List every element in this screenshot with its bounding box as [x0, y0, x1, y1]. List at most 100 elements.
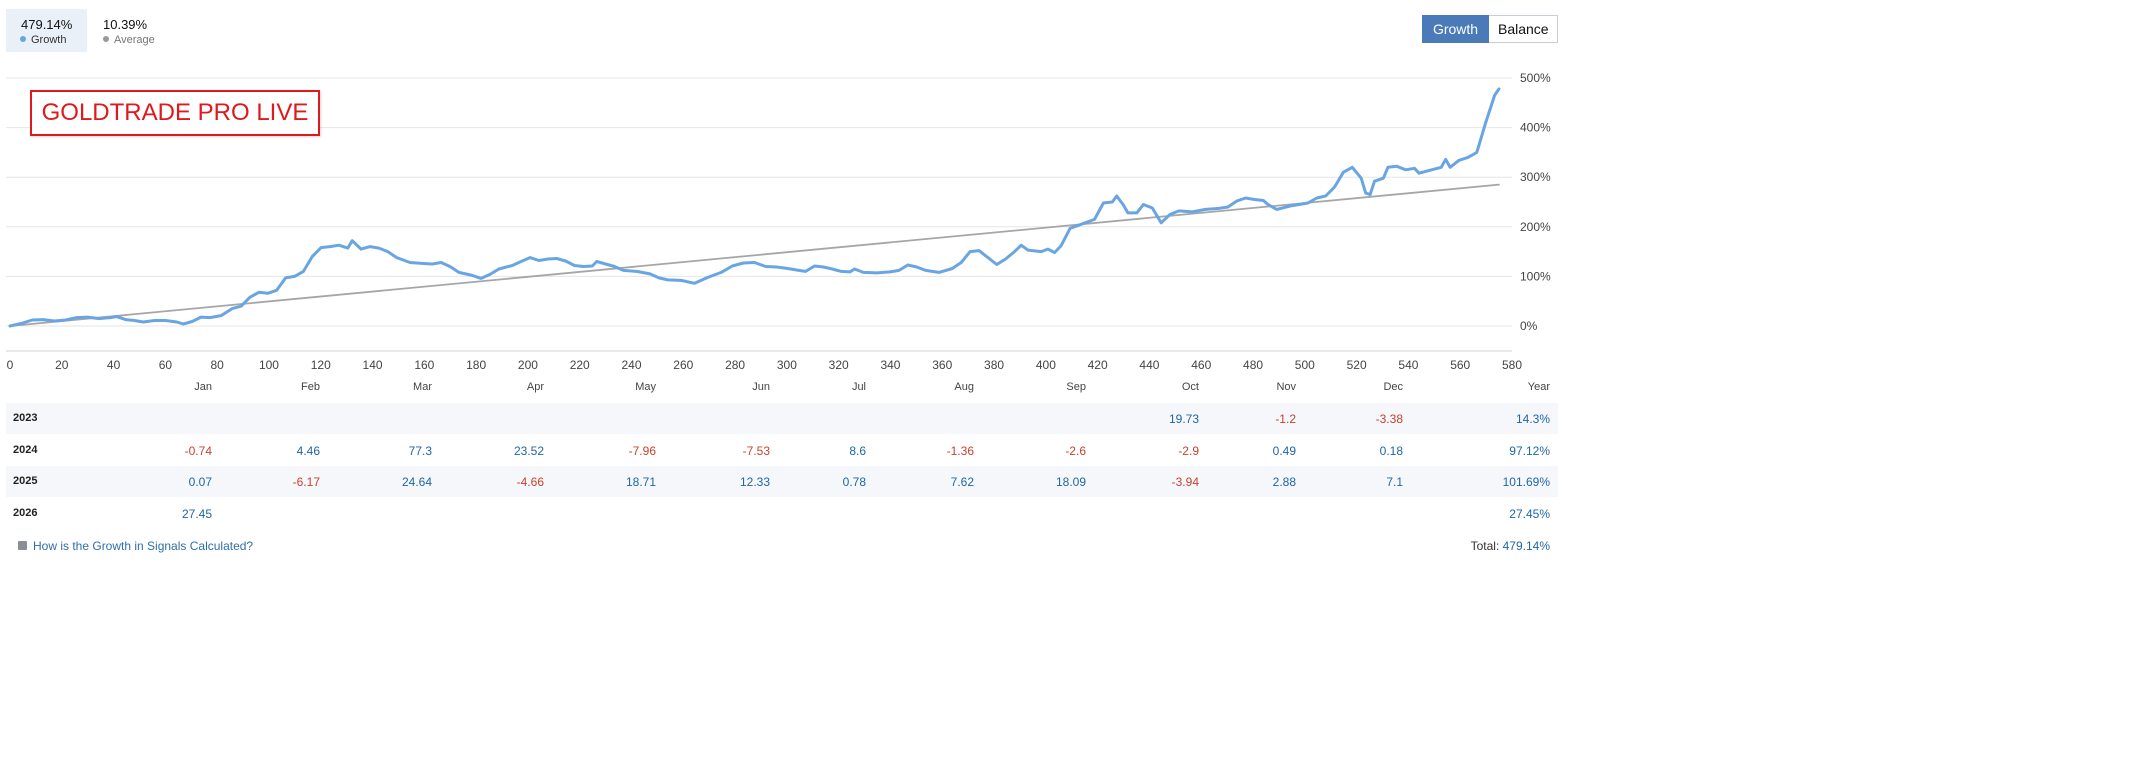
- x-tick-label: 480: [1243, 358, 1263, 372]
- table-cell: 7.1: [1386, 475, 1403, 489]
- table-cell: 27.45%: [1509, 507, 1550, 521]
- table-cell: -0.74: [184, 444, 212, 458]
- table-cell: -7.96: [628, 444, 656, 458]
- table-cell: -4.66: [516, 475, 544, 489]
- table-cell: -6.17: [292, 475, 320, 489]
- table-cell: -3.94: [1171, 475, 1199, 489]
- x-axis: 0 20 40 60 80 100 120 140 160 180 200 220 240 260 280 3…: [7, 358, 1523, 372]
- month-header: Mar: [413, 381, 432, 393]
- growth-dot-icon: [20, 36, 26, 42]
- table-cell: 2.88: [1272, 475, 1296, 489]
- month-header: Nov: [1276, 381, 1296, 393]
- growth-chart: 0% 100% 200% 300% 400% 500% 0 20 40 60 80 100 120 14…: [6, 71, 1551, 372]
- table-row: 2023 19.73 -1.2 -3.38 14.3%: [6, 403, 1558, 434]
- x-tick-label: 220: [570, 358, 590, 372]
- average-series-line: [9, 183, 1500, 327]
- y-tick-label: 0%: [1520, 319, 1538, 333]
- y-axis: 0% 100% 200% 300% 400% 500%: [1520, 71, 1551, 333]
- x-tick-label: 200: [518, 358, 538, 372]
- legend-growth-value: 479.14%: [21, 17, 73, 32]
- x-tick-label: 520: [1347, 358, 1367, 372]
- growth-help-link[interactable]: How is the Growth in Signals Calculated?: [18, 539, 253, 553]
- x-tick-label: 560: [1450, 358, 1470, 372]
- month-header: Jun: [752, 381, 770, 393]
- x-tick-label: 380: [984, 358, 1004, 372]
- month-header: Apr: [526, 381, 544, 393]
- table-cell: 23.52: [513, 444, 544, 458]
- growth-button[interactable]: Growth: [1422, 15, 1489, 43]
- row-year: 2023: [13, 412, 38, 424]
- table-row: 2025 0.07 -6.17 24.64 -4.66 18.71 12.33 0.78 7.6…: [6, 466, 1558, 497]
- table-cell: -3.38: [1375, 412, 1403, 426]
- table-cell: 97.12%: [1509, 444, 1550, 458]
- table-cell: 77.3: [408, 444, 432, 458]
- table-cell: 14.3%: [1515, 412, 1550, 426]
- month-header: Jul: [851, 381, 866, 393]
- month-header: Year: [1527, 381, 1550, 393]
- table-cell: 101.69%: [1502, 475, 1550, 489]
- total-summary: Total: 479.14%: [1471, 539, 1550, 553]
- month-header: Jan: [194, 381, 212, 393]
- month-header: Aug: [954, 381, 974, 393]
- table-cell: 0.18: [1379, 444, 1403, 458]
- table-cell: 0.78: [842, 475, 866, 489]
- chart-lines: [8, 87, 1501, 328]
- x-tick-label: 80: [210, 358, 224, 372]
- table-cell: -7.53: [742, 444, 770, 458]
- signal-name-box: GOLDTRADE PRO LIVE: [30, 90, 320, 136]
- x-tick-label: 60: [159, 358, 173, 372]
- legend-average[interactable]: 10.39% Average: [91, 9, 171, 52]
- x-tick-label: 100: [259, 358, 279, 372]
- month-header: Dec: [1383, 381, 1403, 393]
- month-header: Oct: [1181, 381, 1199, 393]
- table-cell: 19.73: [1168, 412, 1199, 426]
- row-year: 2024: [13, 444, 38, 456]
- table-cell: -2.9: [1178, 444, 1199, 458]
- x-tick-label: 260: [673, 358, 693, 372]
- total-value: 479.14%: [1502, 539, 1550, 553]
- month-header: Sep: [1066, 381, 1086, 393]
- x-tick-label: 580: [1502, 358, 1522, 372]
- legend-average-value: 10.39%: [103, 17, 148, 32]
- x-tick-label: 140: [363, 358, 383, 372]
- x-tick-label: 500: [1295, 358, 1315, 372]
- row-year: 2025: [13, 475, 38, 487]
- table-cell: 12.33: [739, 475, 770, 489]
- x-tick-label: 400: [1036, 358, 1056, 372]
- table-cell: 0.07: [188, 475, 212, 489]
- help-link-text[interactable]: How is the Growth in Signals Calculated?: [33, 539, 254, 553]
- y-tick-label: 100%: [1520, 269, 1551, 283]
- balance-button[interactable]: Balance: [1489, 15, 1558, 43]
- x-tick-label: 0: [7, 358, 14, 372]
- table-cell: -1.36: [946, 444, 974, 458]
- average-dot-icon: [103, 36, 109, 42]
- legend-average-label-wrap: Average: [91, 34, 171, 46]
- legend-growth-label-wrap: Growth: [6, 34, 87, 46]
- x-tick-label: 40: [107, 358, 121, 372]
- x-tick-label: 420: [1088, 358, 1108, 372]
- growth-series-line: [8, 87, 1501, 328]
- x-tick-label: 120: [311, 358, 331, 372]
- table-cell: 7.62: [950, 475, 974, 489]
- info-icon: [18, 541, 27, 550]
- table-cell: 24.64: [401, 475, 432, 489]
- total-label: Total:: [1470, 539, 1500, 553]
- x-tick-label: 340: [880, 358, 900, 372]
- x-tick-label: 240: [622, 358, 642, 372]
- legend-growth-label: Growth: [31, 34, 67, 46]
- y-tick-label: 400%: [1520, 121, 1551, 135]
- y-tick-label: 500%: [1520, 71, 1551, 85]
- y-tick-label: 200%: [1520, 220, 1551, 234]
- x-tick-label: 160: [414, 358, 434, 372]
- chart-mode-toggle: Growth Balance: [1422, 15, 1558, 43]
- y-tick-label: 300%: [1520, 170, 1551, 184]
- table-cell: 18.09: [1055, 475, 1086, 489]
- x-tick-label: 360: [932, 358, 952, 372]
- table-row: 2024 -0.74 4.46 77.3 23.52 -7.96 -7.53 8.6 -1.36…: [6, 435, 1558, 466]
- legend-growth[interactable]: 479.14% Growth: [6, 9, 87, 52]
- table-cell: 0.49: [1272, 444, 1296, 458]
- table-cell: -1.2: [1275, 412, 1296, 426]
- x-tick-label: 440: [1139, 358, 1159, 372]
- legend-average-label: Average: [114, 34, 155, 46]
- x-tick-label: 540: [1398, 358, 1418, 372]
